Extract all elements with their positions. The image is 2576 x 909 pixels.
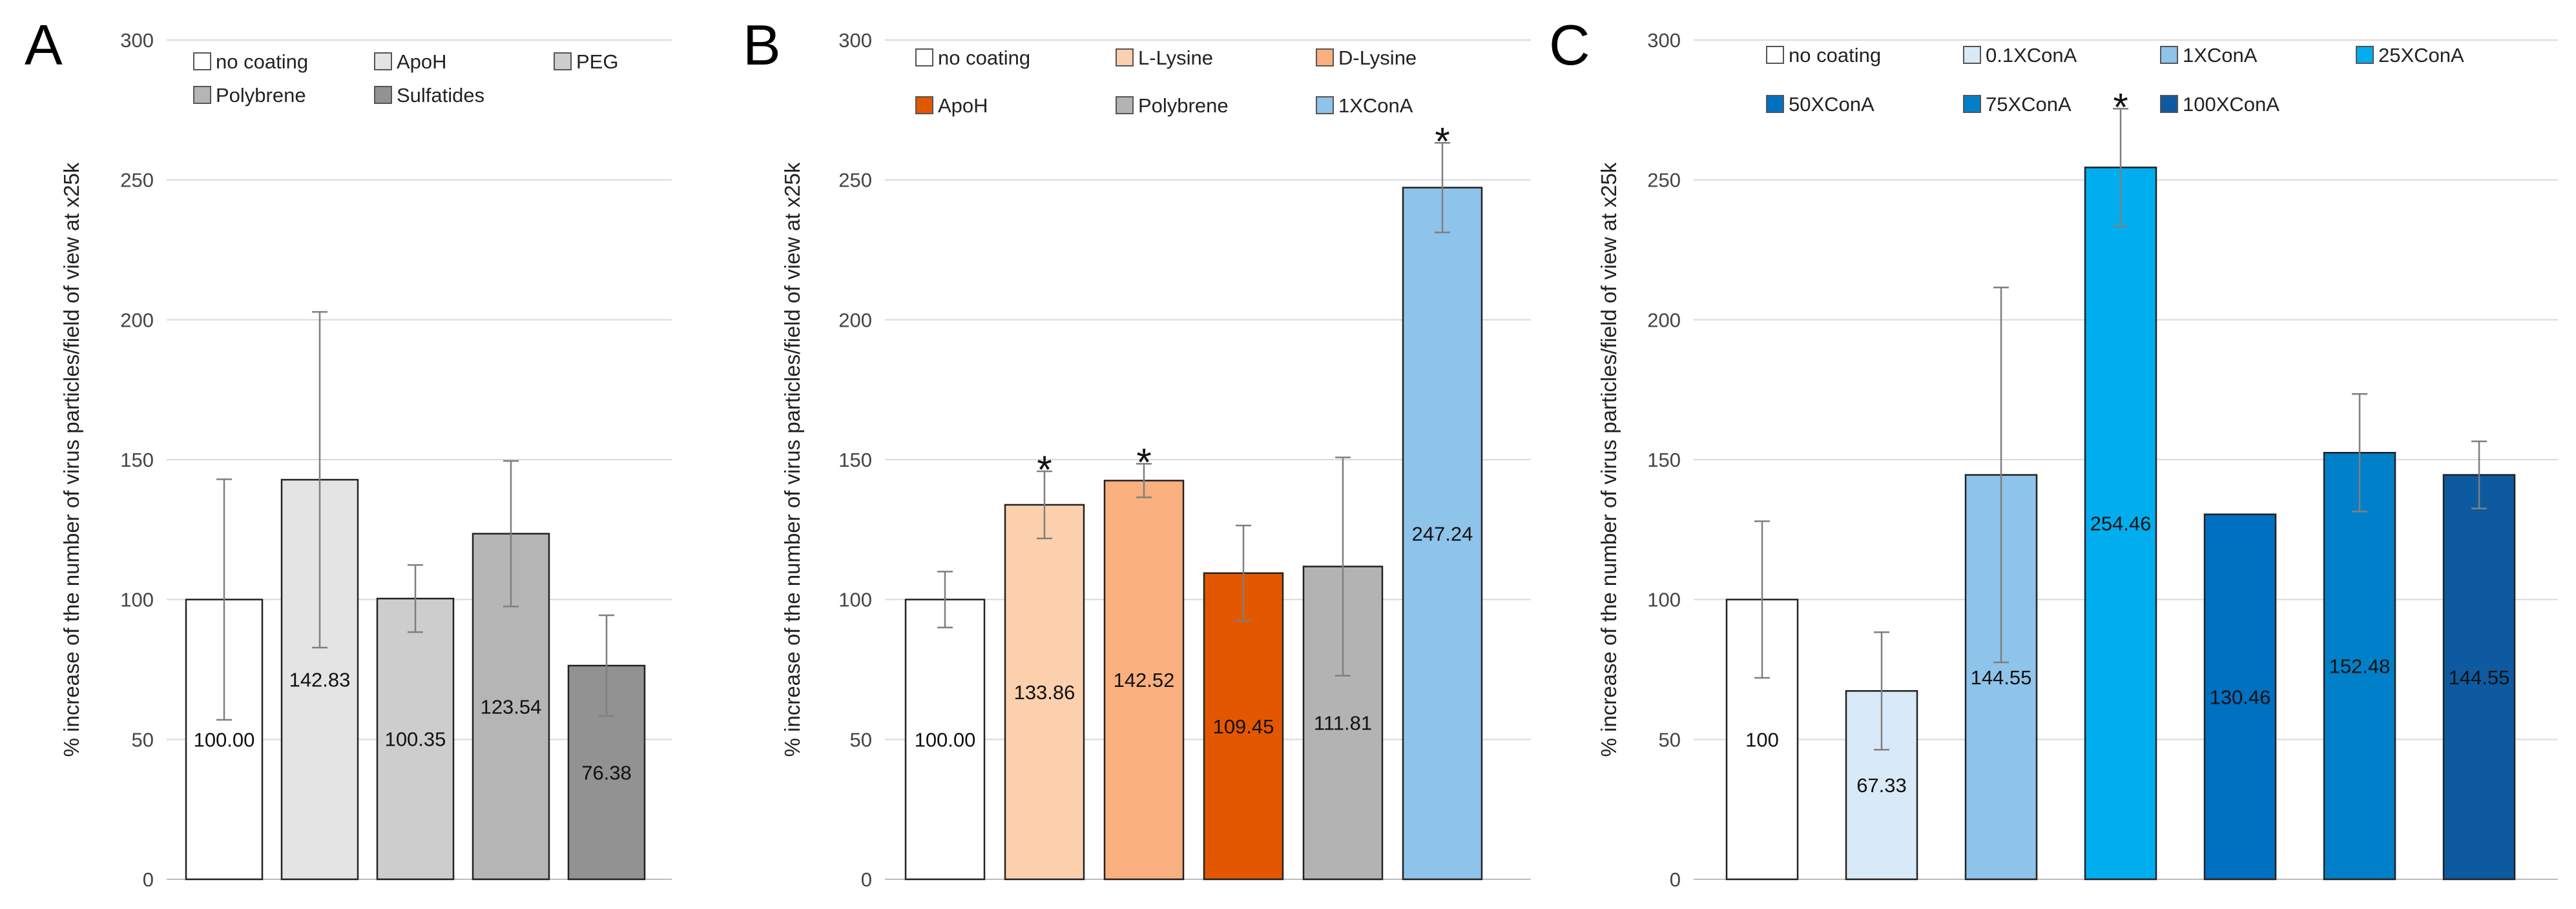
- bar: [1103, 480, 1185, 881]
- data-label: 144.55: [1971, 666, 2032, 689]
- y-tick-label: 300: [1647, 29, 1681, 52]
- legend-label: 25XConA: [2378, 44, 2464, 66]
- legend-swatch: [1116, 96, 1134, 114]
- bar: [904, 598, 986, 881]
- legend-swatch: [374, 86, 392, 104]
- y-tick-label: 0: [143, 868, 154, 891]
- data-label: 111.81: [1314, 712, 1372, 735]
- bar: [2323, 452, 2396, 881]
- bar: [2442, 474, 2516, 881]
- panel-letter-B: B: [743, 13, 781, 77]
- y-tick-label: 50: [850, 728, 872, 751]
- y-axis-label: % increase of the number of virus partic…: [59, 162, 83, 757]
- legend-label: PEG: [576, 50, 618, 73]
- y-tick-label: 0: [861, 868, 872, 891]
- y-tick-label: 300: [120, 29, 154, 52]
- legend-label: L-Lysine: [1138, 46, 1213, 69]
- y-tick-label: 100: [838, 589, 872, 611]
- legend-swatch: [1963, 95, 1981, 113]
- data-label: 254.46: [2090, 513, 2152, 535]
- panel-letter-A: A: [25, 13, 63, 77]
- bar: [1004, 504, 1085, 881]
- legend-swatch: [554, 52, 572, 70]
- legend-swatch: [193, 86, 211, 104]
- data-label: 109.45: [1213, 715, 1274, 738]
- y-tick-label: 250: [120, 169, 154, 192]
- data-label: 100: [1745, 728, 1779, 751]
- y-tick-label: 50: [1659, 728, 1681, 751]
- legend-label: ApoH: [397, 50, 447, 73]
- legend-label: no coating: [938, 46, 1030, 69]
- legend-label: no coating: [1789, 44, 1881, 66]
- legend-swatch: [374, 52, 392, 70]
- bar: [1203, 572, 1284, 881]
- significance-star: *: [1136, 440, 1151, 484]
- legend-swatch: [2160, 46, 2178, 64]
- legend-swatch: [1316, 96, 1334, 114]
- y-tick-label: 200: [838, 309, 872, 331]
- legend-label: 50XConA: [1789, 93, 1875, 116]
- legend-label: 0.1XConA: [1986, 44, 2077, 66]
- legend-label: 100XConA: [2183, 93, 2280, 116]
- data-label: 100.00: [194, 728, 255, 751]
- legend-swatch: [915, 48, 933, 66]
- legend-label: 1XConA: [1338, 94, 1413, 117]
- y-axis-label: % increase of the number of virus partic…: [1597, 162, 1621, 757]
- legend-swatch: [1116, 48, 1134, 66]
- legend-label: ApoH: [938, 94, 988, 117]
- data-label: 142.83: [289, 669, 351, 691]
- legend-label: 75XConA: [1986, 93, 2072, 116]
- y-tick-label: 200: [1647, 309, 1681, 331]
- data-label: 142.52: [1114, 669, 1175, 691]
- y-tick-label: 150: [1647, 449, 1681, 471]
- data-label: 76.38: [581, 762, 632, 784]
- bar: [1402, 187, 1483, 881]
- y-tick-label: 50: [132, 728, 154, 751]
- data-label: 67.33: [1856, 774, 1907, 797]
- legend-swatch: [2160, 95, 2178, 113]
- data-label: 130.46: [2210, 686, 2271, 708]
- legend-label: Polybrene: [216, 84, 306, 107]
- y-tick-label: 300: [838, 29, 872, 52]
- legend-swatch: [1963, 46, 1981, 64]
- data-label: 133.86: [1014, 681, 1075, 704]
- legend-label: D-Lysine: [1338, 46, 1417, 69]
- legend-swatch: [193, 52, 211, 70]
- data-label: 247.24: [1412, 522, 1473, 545]
- y-tick-label: 150: [838, 449, 872, 471]
- data-label: 100.35: [385, 728, 446, 751]
- bar: [2084, 167, 2157, 881]
- bar: [376, 597, 455, 881]
- legend-label: no coating: [216, 50, 308, 73]
- data-label: 152.48: [2329, 655, 2391, 678]
- legend-swatch: [915, 96, 933, 114]
- legend-label: 1XConA: [2183, 44, 2258, 66]
- legend-label: Sulfatides: [397, 84, 484, 107]
- significance-star: *: [2113, 85, 2128, 128]
- legend-swatch: [1766, 46, 1784, 64]
- panel-letter-C: C: [1549, 13, 1590, 77]
- significance-star: *: [1435, 119, 1449, 163]
- y-tick-label: 0: [1670, 868, 1681, 891]
- data-label: 100.00: [915, 728, 976, 751]
- legend-swatch: [1766, 95, 1784, 113]
- y-axis-label: % increase of the number of virus partic…: [780, 162, 804, 757]
- y-tick-label: 100: [120, 589, 154, 611]
- bar: [2203, 513, 2277, 881]
- data-label: 144.55: [2449, 666, 2510, 689]
- y-tick-label: 250: [838, 169, 872, 192]
- data-label: 123.54: [481, 695, 542, 718]
- y-tick-label: 250: [1647, 169, 1681, 192]
- y-tick-label: 150: [120, 449, 154, 471]
- y-tick-label: 200: [120, 309, 154, 331]
- y-tick-label: 100: [1647, 589, 1681, 611]
- significance-star: *: [1037, 448, 1052, 491]
- legend-swatch: [1316, 48, 1334, 66]
- legend-label: Polybrene: [1138, 94, 1229, 117]
- legend-swatch: [2356, 46, 2374, 64]
